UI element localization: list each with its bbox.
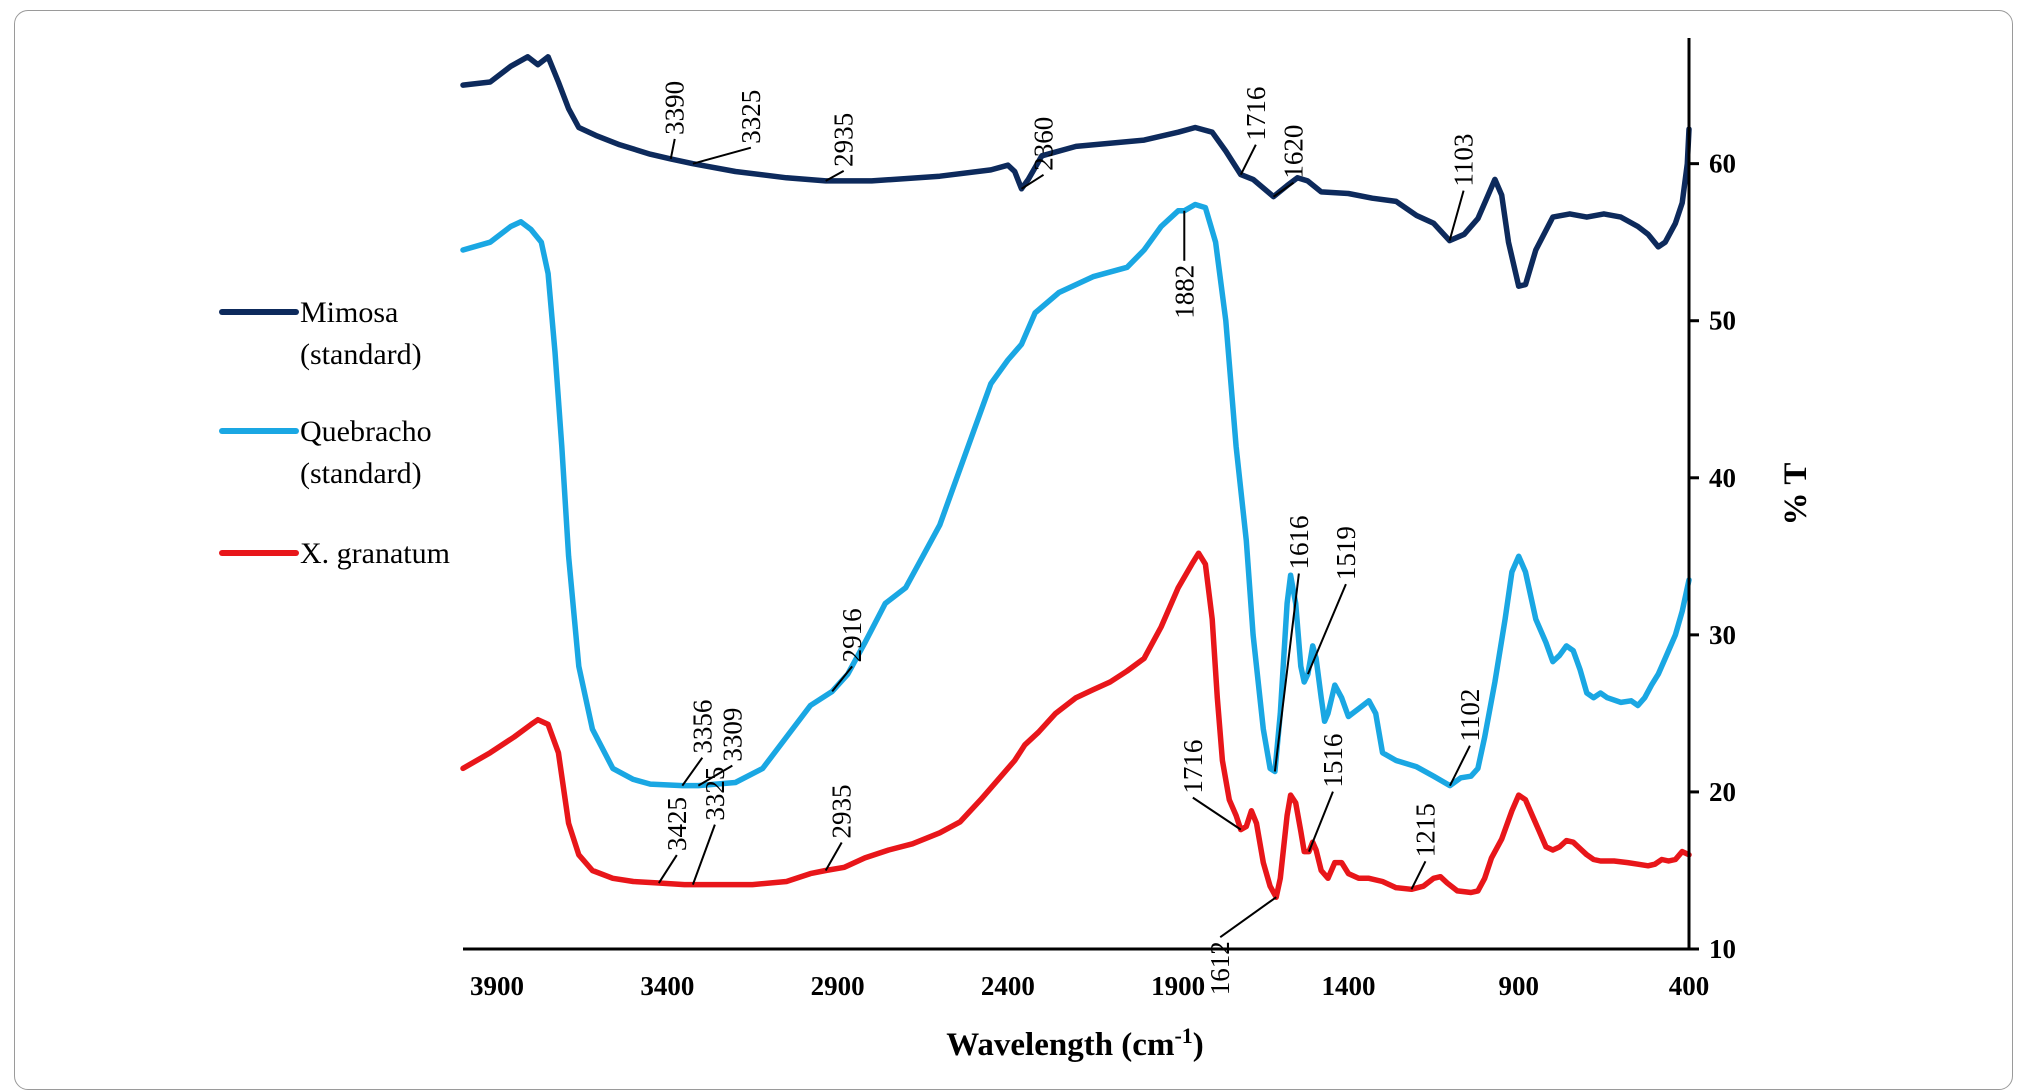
peak-label: 1103 xyxy=(1449,134,1479,187)
annotation-leader xyxy=(1273,573,1300,772)
x-axis-title: Wavelength (cm-1) xyxy=(946,1023,1204,1063)
peak-annotations: 3390 3325 2935 2360 1716 1620 1103 1882 1616 1519… xyxy=(657,81,1485,995)
peak-label: 1102 xyxy=(1455,689,1485,742)
y-tick-labels: 10 20 30 40 50 60 xyxy=(1689,149,1736,964)
series-line-0 xyxy=(460,54,1692,289)
annotation-leader xyxy=(1219,896,1277,938)
y-tick-label: 10 xyxy=(1709,934,1736,964)
annotation-leader xyxy=(831,665,853,693)
peak-label: 1716 xyxy=(1178,740,1208,794)
annotation-leader xyxy=(697,764,733,787)
peak-label: 2360 xyxy=(1029,117,1059,171)
peak-label: 1616 xyxy=(1284,516,1314,570)
annotation-leader xyxy=(1192,796,1242,831)
peak-label: 3309 xyxy=(717,708,747,762)
peak-label: 2935 xyxy=(827,785,857,839)
annotation-leader xyxy=(1306,583,1347,675)
y-tick-label: 20 xyxy=(1709,777,1736,807)
figure-frame xyxy=(14,10,2013,1090)
peak-label: 3390 xyxy=(660,81,690,135)
x-tick-label: 400 xyxy=(1669,971,1710,1001)
annotation-leader xyxy=(1410,860,1427,890)
peak-label: 1215 xyxy=(1410,803,1440,857)
peak-label: 1516 xyxy=(1318,734,1348,788)
series-layer xyxy=(460,54,1692,900)
annotation-leader xyxy=(1239,144,1257,176)
annotation-leader xyxy=(657,854,678,884)
peak-label: 3325 xyxy=(700,767,730,821)
peak-label: 1882 xyxy=(1169,265,1199,319)
x-tick-label: 3400 xyxy=(640,971,694,1001)
annotation-leader xyxy=(1449,745,1471,787)
peak-label: 1612 xyxy=(1205,941,1235,995)
peak-label: 3325 xyxy=(736,90,766,144)
peak-label: 2916 xyxy=(837,608,867,662)
x-tick-label: 1900 xyxy=(1151,971,1205,1001)
annotation-leader xyxy=(1020,173,1045,190)
y-tick-label: 60 xyxy=(1709,149,1736,179)
series-line-1 xyxy=(460,201,1692,789)
y-axis-title: % T xyxy=(1778,463,1814,526)
annotation-leader xyxy=(825,170,845,182)
x-tick-label: 1400 xyxy=(1321,971,1375,1001)
y-tick-label: 40 xyxy=(1709,463,1736,493)
peak-label: 3356 xyxy=(687,700,717,754)
x-tick-label: 2900 xyxy=(811,971,865,1001)
annotation-leader xyxy=(681,757,704,787)
y-tick-label: 50 xyxy=(1709,306,1736,336)
series-line-2 xyxy=(460,550,1692,900)
annotation-leader xyxy=(824,841,843,871)
peak-label: 3425 xyxy=(662,797,692,851)
annotation-leader xyxy=(669,138,676,160)
legend-label: Mimosa (standard) xyxy=(300,296,422,371)
legend: Mimosa (standard) Quebracho (standard) X. gr… xyxy=(219,296,450,570)
x-tick-label: 2400 xyxy=(981,971,1035,1001)
annotation-leader xyxy=(1448,190,1465,241)
x-tick-labels: 3900 3400 2900 2400 1900 1400 900 400 xyxy=(470,971,1709,1001)
peak-label: 2935 xyxy=(829,113,859,167)
legend-label: Quebracho (standard) xyxy=(300,415,432,490)
peak-label: 1620 xyxy=(1279,125,1309,179)
annotation-leader xyxy=(691,824,716,885)
annotation-leader xyxy=(692,146,752,165)
axes-layer xyxy=(463,38,1691,951)
x-tick-label: 3900 xyxy=(470,971,524,1001)
annotation-leader xyxy=(1308,791,1334,852)
peak-label: 1716 xyxy=(1241,87,1271,141)
y-tick-label: 30 xyxy=(1709,620,1736,650)
legend-label: X. granatum xyxy=(300,537,450,570)
peak-label: 1519 xyxy=(1331,526,1361,580)
annotation-leader xyxy=(1272,181,1295,198)
x-tick-label: 900 xyxy=(1498,971,1539,1001)
